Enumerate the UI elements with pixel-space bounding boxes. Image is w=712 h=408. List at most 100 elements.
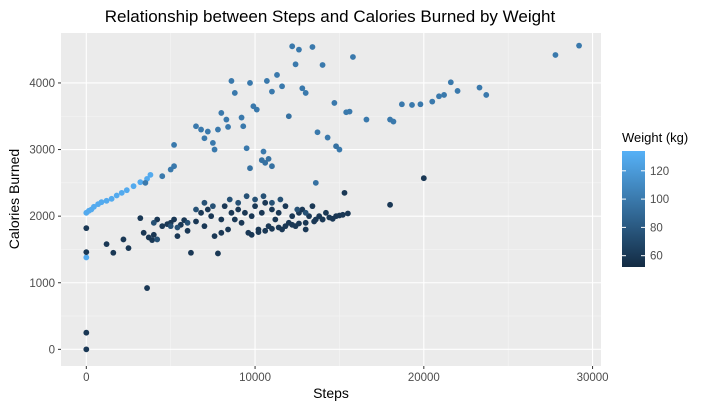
data-point xyxy=(398,101,405,108)
data-point xyxy=(269,199,275,206)
data-point xyxy=(149,237,156,244)
data-point xyxy=(201,135,208,142)
data-point xyxy=(390,118,397,125)
data-point xyxy=(103,197,110,204)
data-point xyxy=(83,254,90,261)
data-point xyxy=(311,218,318,225)
y-tick-label: 4000 xyxy=(29,78,55,90)
legend-colorbar xyxy=(622,151,645,267)
legend-title: Weight (kg) xyxy=(622,130,688,145)
data-point xyxy=(262,159,269,166)
data-point xyxy=(262,227,269,234)
data-point xyxy=(184,227,191,234)
data-point xyxy=(285,113,292,120)
data-point xyxy=(167,223,174,230)
data-point xyxy=(209,139,216,146)
legend-tick-label: 80 xyxy=(650,222,663,234)
y-tick-label: 2000 xyxy=(29,211,55,223)
data-point xyxy=(447,79,454,86)
data-point xyxy=(83,249,90,256)
data-point xyxy=(137,179,144,186)
data-point xyxy=(248,231,255,238)
data-point xyxy=(333,143,339,150)
data-point xyxy=(269,206,275,213)
data-point xyxy=(454,88,461,94)
x-tick-label: 30000 xyxy=(577,372,609,384)
data-point xyxy=(260,193,267,200)
x-axis-title: Steps xyxy=(313,385,349,401)
data-point xyxy=(174,224,181,231)
data-point xyxy=(323,209,329,216)
axis-ticks: 0 10000 20000 30000 0 1000 2000 3000 4000 xyxy=(29,78,608,384)
data-point xyxy=(252,196,258,203)
data-point xyxy=(98,199,105,206)
data-point xyxy=(331,100,338,106)
data-point xyxy=(198,126,204,133)
data-point xyxy=(235,199,242,206)
data-point xyxy=(363,116,370,123)
data-point xyxy=(208,213,215,220)
data-point xyxy=(248,213,255,220)
data-point xyxy=(314,129,321,136)
data-point xyxy=(171,163,177,170)
data-point xyxy=(150,219,157,226)
data-point xyxy=(204,206,211,213)
data-point xyxy=(171,216,177,223)
data-point xyxy=(159,173,166,180)
data-point xyxy=(309,203,316,210)
data-point xyxy=(243,145,250,152)
data-point xyxy=(279,83,285,90)
data-point xyxy=(319,62,326,68)
data-point xyxy=(150,231,157,238)
data-point xyxy=(247,80,253,86)
data-point xyxy=(282,223,289,230)
data-point xyxy=(289,43,296,50)
data-point xyxy=(299,85,306,92)
data-point xyxy=(103,241,110,248)
data-point xyxy=(91,203,97,210)
data-point xyxy=(215,250,221,257)
data-point xyxy=(309,44,316,50)
data-point xyxy=(188,249,194,256)
data-point xyxy=(198,209,204,216)
data-point xyxy=(341,189,348,196)
data-point xyxy=(218,216,225,223)
data-point xyxy=(225,124,231,130)
chart-title: Relationship between Steps and Calories … xyxy=(105,7,556,26)
data-point xyxy=(350,54,356,60)
data-point xyxy=(137,215,144,222)
data-point xyxy=(108,195,115,202)
data-point xyxy=(125,245,132,252)
data-point xyxy=(201,223,208,230)
data-point xyxy=(209,203,216,210)
data-point xyxy=(193,218,199,225)
data-point xyxy=(552,52,559,58)
data-point xyxy=(228,78,235,84)
data-point xyxy=(130,183,137,190)
data-points xyxy=(83,42,582,353)
data-point xyxy=(171,141,177,148)
data-point xyxy=(346,108,353,115)
data-point xyxy=(204,128,211,135)
data-point xyxy=(255,229,262,236)
data-point xyxy=(258,209,265,216)
legend-tick-label: 120 xyxy=(650,166,669,178)
plot-panel xyxy=(61,33,601,366)
data-point xyxy=(83,346,90,353)
data-point xyxy=(238,114,245,121)
data-point xyxy=(302,209,309,216)
data-point xyxy=(265,155,272,162)
data-point xyxy=(144,285,150,291)
data-point xyxy=(218,110,225,116)
data-point xyxy=(184,219,191,226)
data-point xyxy=(238,219,245,226)
data-point xyxy=(247,165,253,172)
data-point xyxy=(201,199,208,206)
data-point xyxy=(262,199,269,206)
data-point xyxy=(344,210,351,217)
data-point xyxy=(277,196,284,203)
data-point xyxy=(260,148,267,155)
data-point xyxy=(272,216,279,223)
data-point xyxy=(226,196,233,203)
data-point xyxy=(242,209,248,216)
